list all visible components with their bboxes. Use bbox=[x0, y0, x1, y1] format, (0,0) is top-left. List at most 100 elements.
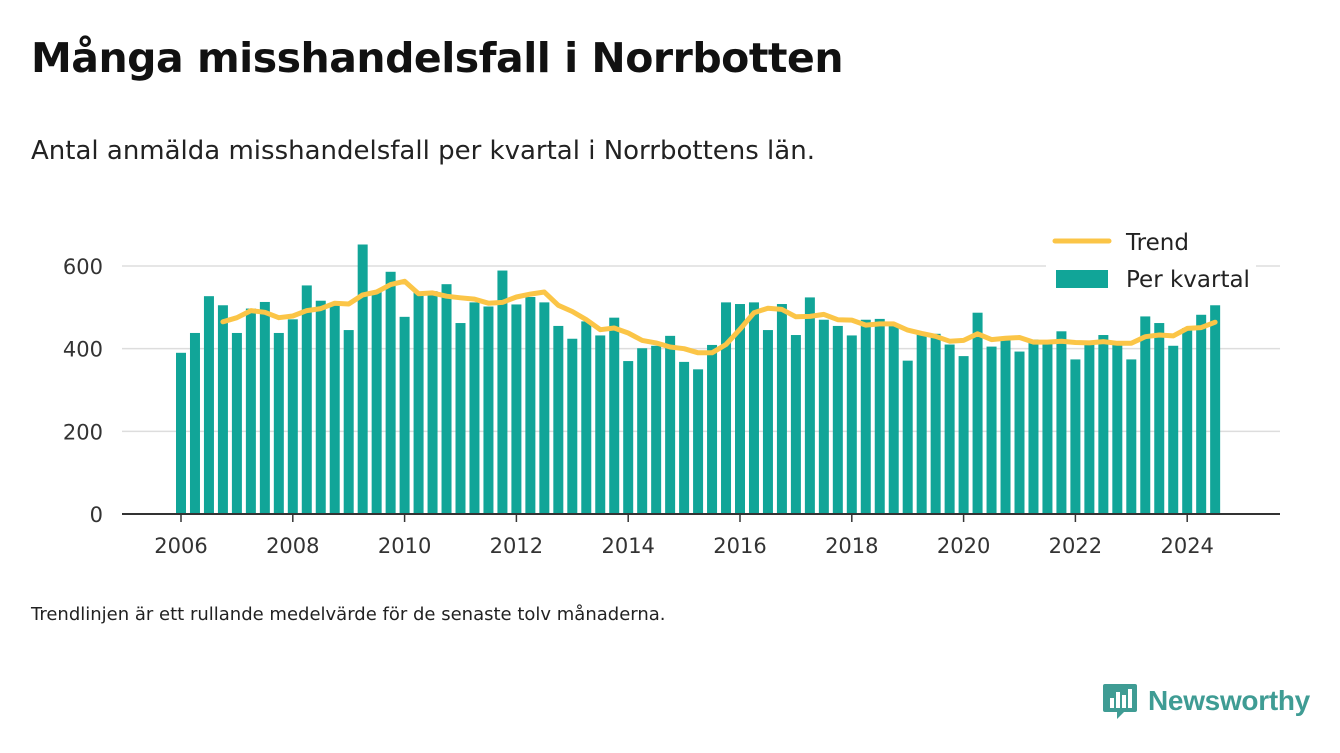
bar bbox=[357, 244, 368, 515]
x-tick-label: 2012 bbox=[490, 534, 543, 558]
bar bbox=[665, 335, 676, 514]
bar bbox=[986, 346, 997, 514]
bar bbox=[581, 321, 592, 514]
bar bbox=[245, 308, 256, 514]
bar bbox=[329, 303, 340, 514]
bar bbox=[343, 330, 354, 514]
bar bbox=[860, 319, 871, 514]
bar bbox=[371, 292, 382, 514]
bar bbox=[944, 344, 955, 514]
chart-area: 0 200 400 600 2006 2008 2010 2012 2014 2016 2018 20… bbox=[62, 224, 1280, 558]
bar bbox=[595, 335, 606, 514]
bar bbox=[273, 332, 284, 514]
x-tick-label: 2016 bbox=[713, 534, 766, 558]
bar bbox=[399, 316, 410, 514]
bar bbox=[679, 361, 690, 514]
bar bbox=[721, 302, 732, 514]
bar bbox=[832, 325, 843, 514]
bar bbox=[958, 356, 969, 514]
legend-bar-label: Per kvartal bbox=[1126, 267, 1250, 293]
bar bbox=[637, 348, 648, 514]
bar bbox=[1000, 339, 1011, 514]
bar bbox=[1056, 331, 1067, 514]
bar bbox=[1182, 328, 1193, 514]
bar bbox=[1140, 316, 1151, 514]
bar bbox=[203, 296, 214, 514]
legend-background bbox=[1046, 224, 1256, 304]
bar bbox=[1084, 341, 1095, 514]
y-tick-label: 400 bbox=[63, 338, 103, 362]
bar bbox=[413, 292, 424, 514]
bar bbox=[553, 325, 564, 514]
chart-title: Många misshandelsfall i Norrbotten bbox=[31, 34, 844, 82]
bar bbox=[441, 284, 452, 514]
x-tick-label: 2010 bbox=[378, 534, 431, 558]
newsworthy-brand-name: Newsworthy bbox=[1148, 685, 1310, 716]
bar bbox=[217, 305, 228, 514]
bar bbox=[511, 304, 522, 514]
bar bbox=[1168, 345, 1179, 514]
bar bbox=[189, 332, 200, 514]
x-tick-label: 2022 bbox=[1049, 534, 1102, 558]
bar bbox=[567, 338, 578, 514]
bar bbox=[1112, 342, 1123, 514]
bar bbox=[707, 344, 718, 514]
bar bbox=[1070, 359, 1081, 514]
bar bbox=[930, 333, 941, 514]
footnote: Trendlinjen är ett rullande medelvärde f… bbox=[31, 604, 666, 625]
bar bbox=[972, 312, 983, 514]
bar bbox=[259, 301, 270, 514]
bar bbox=[748, 302, 759, 514]
bar bbox=[315, 300, 326, 514]
bar bbox=[790, 335, 801, 514]
y-tick-label: 600 bbox=[63, 255, 103, 279]
bar bbox=[1014, 351, 1025, 514]
bar bbox=[231, 332, 242, 514]
bar bbox=[539, 302, 550, 514]
bar bbox=[469, 302, 480, 514]
legend: Trend Per kvartal bbox=[1046, 224, 1256, 304]
bar bbox=[525, 297, 536, 514]
y-tick-label: 200 bbox=[63, 420, 103, 444]
bar bbox=[623, 361, 634, 514]
bar bbox=[693, 369, 704, 514]
x-tick-label: 2014 bbox=[601, 534, 654, 558]
newsworthy-logo-icon bbox=[1103, 684, 1137, 719]
legend-trend-label: Trend bbox=[1125, 230, 1189, 256]
x-tick-label: 2024 bbox=[1160, 534, 1213, 558]
x-tick-label: 2006 bbox=[154, 534, 207, 558]
bar bbox=[1196, 314, 1207, 514]
bar bbox=[287, 319, 298, 514]
bar bbox=[1098, 335, 1109, 514]
axes: 0 200 400 600 2006 2008 2010 2012 2014 2016 2018 20… bbox=[63, 255, 1280, 558]
chart-subtitle: Antal anmälda misshandelsfall per kvarta… bbox=[31, 136, 815, 166]
bar bbox=[1210, 305, 1221, 514]
bar bbox=[455, 323, 466, 514]
bar bbox=[176, 352, 186, 514]
y-tick-label: 0 bbox=[90, 503, 103, 527]
legend-bar-swatch bbox=[1056, 270, 1108, 288]
bar bbox=[846, 335, 857, 514]
bar bbox=[1028, 339, 1039, 514]
trend-line-layer bbox=[220, 278, 1218, 356]
bar bbox=[874, 318, 885, 514]
bar bbox=[762, 330, 773, 514]
bar bbox=[1154, 323, 1165, 514]
x-tick-label: 2008 bbox=[266, 534, 319, 558]
bar bbox=[609, 317, 620, 514]
bar bbox=[818, 319, 829, 514]
bar bbox=[735, 304, 745, 514]
bar bbox=[776, 304, 787, 514]
bar bbox=[1042, 341, 1053, 514]
bar bbox=[651, 345, 662, 514]
bars bbox=[176, 244, 1221, 515]
bar bbox=[385, 271, 396, 514]
x-tick-label: 2020 bbox=[937, 534, 990, 558]
bar bbox=[888, 323, 899, 514]
bar bbox=[301, 285, 312, 514]
bar bbox=[902, 360, 913, 514]
newsworthy-brand: Newsworthy bbox=[1102, 682, 1310, 720]
bar bbox=[916, 333, 927, 514]
bar bbox=[1126, 359, 1137, 514]
bar bbox=[804, 297, 815, 514]
